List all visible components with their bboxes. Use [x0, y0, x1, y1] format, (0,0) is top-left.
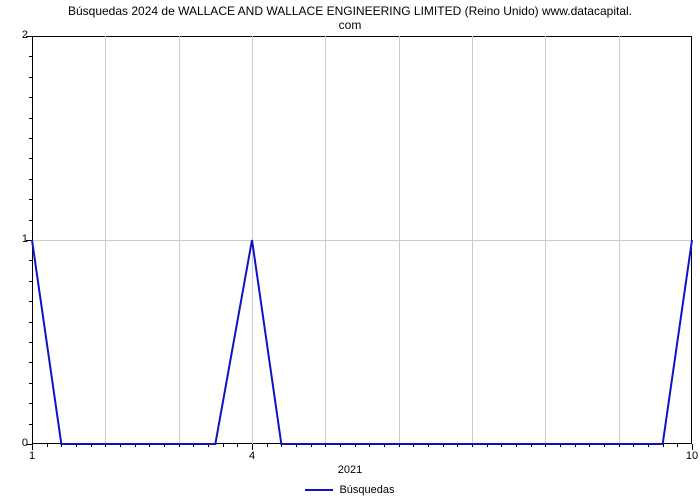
series-line [0, 0, 700, 500]
chart-container: Búsquedas 2024 de WALLACE AND WALLACE EN… [0, 0, 700, 500]
